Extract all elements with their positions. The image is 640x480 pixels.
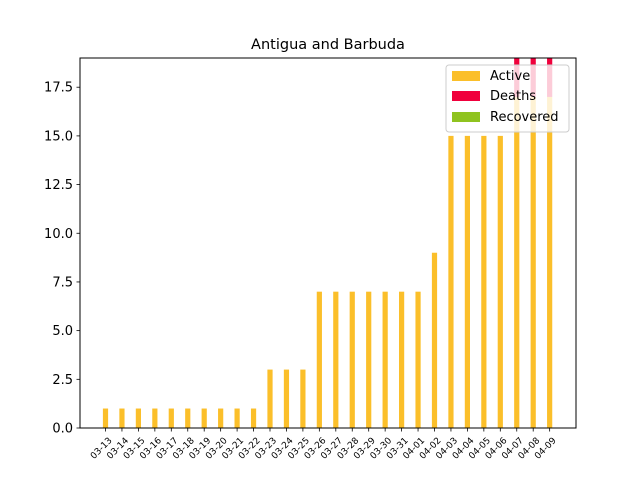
bar-active-04-04 — [464, 135, 470, 428]
bar-active-03-20 — [218, 408, 224, 428]
bar-active-03-17 — [168, 408, 174, 428]
bar-active-04-05 — [481, 135, 487, 428]
y-axis-ticks: 0.0 2.5 5.0 7.5 10.0 12.5 15.0 17.5 — [44, 81, 80, 437]
legend-label-active: Active — [490, 69, 530, 84]
legend-swatch-recovered — [452, 112, 480, 122]
legend-swatch-deaths — [452, 91, 480, 101]
y-tick-label: 7.5 — [52, 275, 73, 290]
y-tick-label: 2.5 — [52, 373, 73, 388]
legend-swatch-active — [452, 71, 480, 81]
plot-frame — [79, 57, 577, 429]
bar-active-03-31 — [399, 291, 405, 428]
bar-active-03-22 — [250, 408, 257, 428]
bar-active-03-30 — [382, 291, 388, 428]
bar-active-04-07 — [514, 96, 520, 428]
legend: Active Deaths Recovered — [445, 64, 570, 133]
y-tick-label: 12.5 — [44, 178, 73, 193]
bar-active-04-09 — [547, 96, 553, 428]
bar-active-03-25 — [300, 369, 306, 428]
bar-active-03-16 — [152, 408, 158, 428]
legend-label-deaths: Deaths — [490, 89, 536, 104]
bar-active-04-06 — [497, 135, 503, 428]
bar-active-03-13 — [102, 408, 109, 428]
chart-title: Antigua and Barbuda — [251, 37, 405, 53]
y-tick-label: 5.0 — [52, 324, 73, 339]
bar-active-03-19 — [201, 408, 207, 428]
bar-active-03-26 — [316, 291, 322, 428]
bar-active-03-15 — [135, 408, 141, 428]
bar-active-03-28 — [349, 291, 355, 428]
bar-active-04-03 — [448, 135, 454, 428]
bar-active-03-29 — [366, 291, 372, 428]
bar-active-03-14 — [119, 408, 125, 428]
y-tick-label: 0.0 — [52, 422, 73, 437]
bar-active-04-01 — [415, 291, 421, 428]
bar-active-04-08 — [530, 96, 536, 428]
bar-active-03-24 — [283, 369, 290, 428]
bar-active-03-27 — [333, 291, 339, 428]
bar-active-03-18 — [185, 408, 191, 428]
y-tick-label: 17.5 — [44, 81, 73, 96]
y-tick-label: 15.0 — [44, 129, 73, 144]
bar-active-04-02 — [431, 252, 438, 428]
bar-active-03-23 — [267, 369, 273, 428]
legend-label-recovered: Recovered — [490, 110, 559, 125]
y-tick-label: 10.0 — [44, 227, 73, 242]
bar-active-03-21 — [234, 408, 240, 428]
